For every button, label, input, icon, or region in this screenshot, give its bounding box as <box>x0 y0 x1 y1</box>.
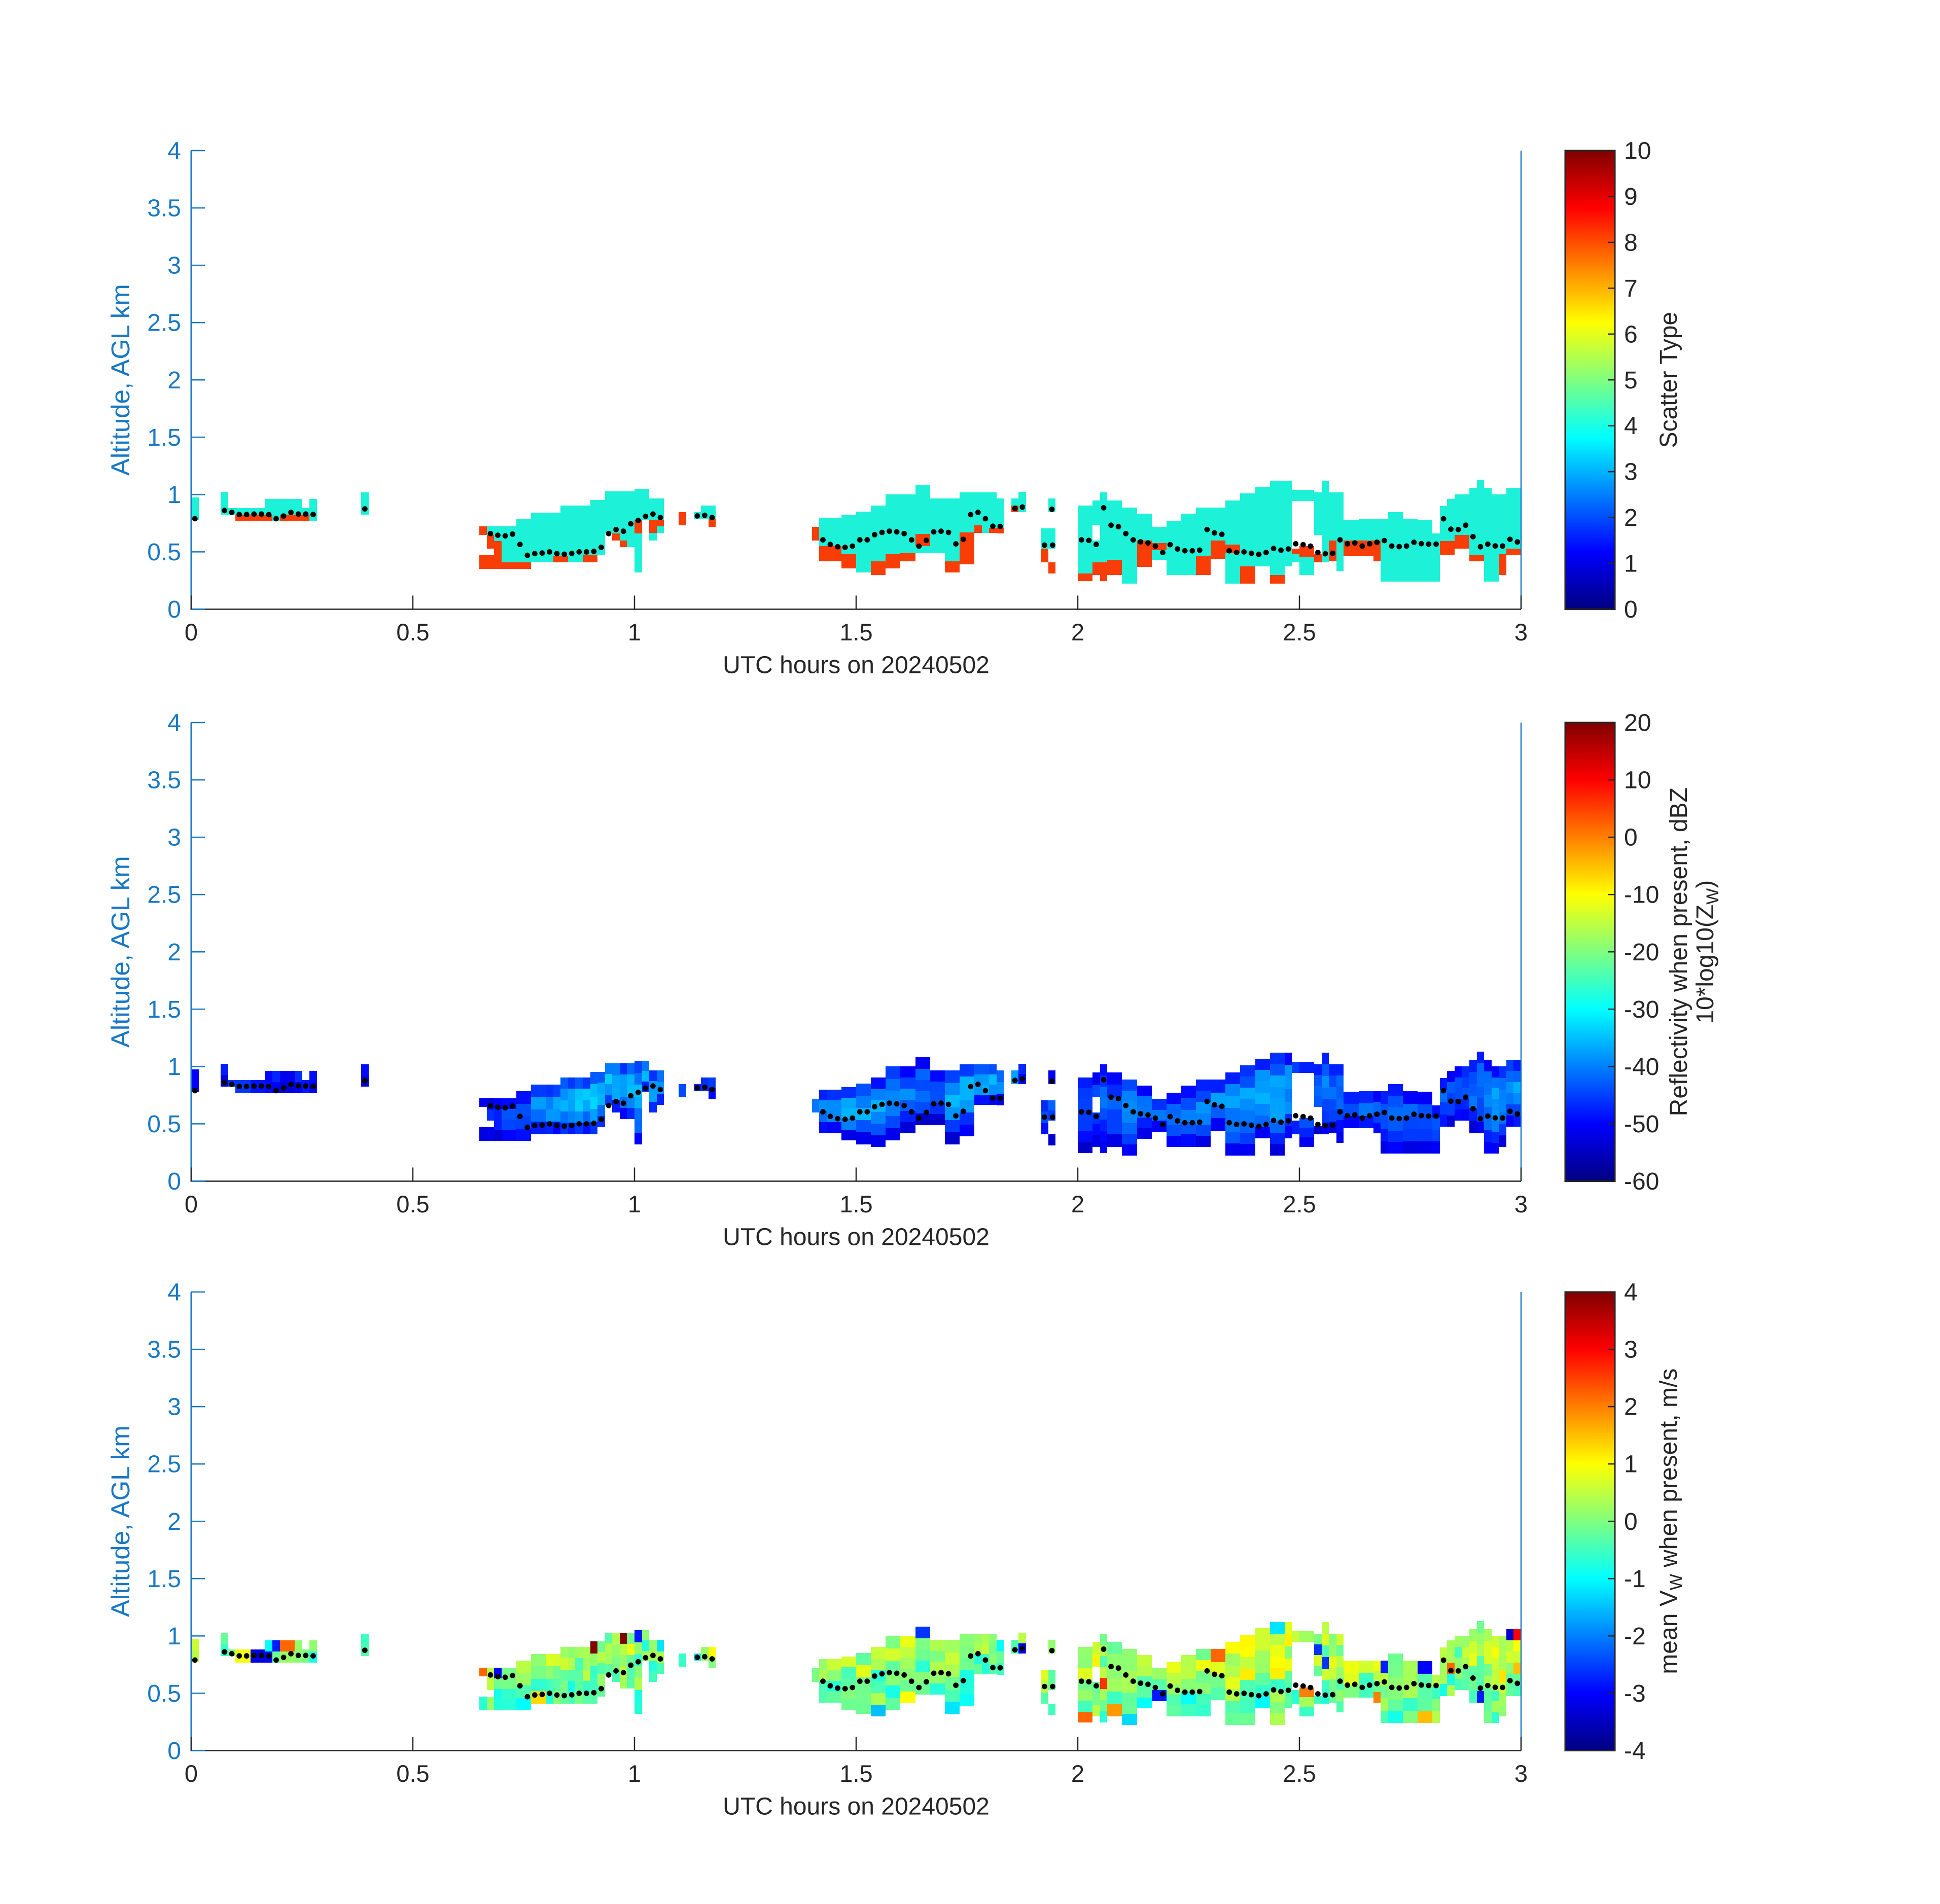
svg-text:1: 1 <box>628 1760 641 1787</box>
svg-text:mean VW when present, m/s: mean VW when present, m/s <box>1655 1369 1686 1674</box>
svg-text:0.5: 0.5 <box>147 539 181 566</box>
svg-text:9: 9 <box>1624 184 1638 210</box>
svg-text:Altitude, AGL km: Altitude, AGL km <box>106 284 135 476</box>
svg-text:3.5: 3.5 <box>147 195 181 222</box>
svg-text:0: 0 <box>185 1760 198 1787</box>
svg-text:1: 1 <box>167 482 181 509</box>
svg-text:0.5: 0.5 <box>396 1191 429 1217</box>
svg-text:10: 10 <box>1624 138 1651 165</box>
svg-text:0: 0 <box>185 619 198 645</box>
svg-text:Altitude, AGL km: Altitude, AGL km <box>106 1425 135 1617</box>
svg-text:2.5: 2.5 <box>147 310 181 337</box>
svg-text:-4: -4 <box>1624 1738 1646 1765</box>
svg-text:2.5: 2.5 <box>147 882 181 909</box>
svg-text:2.5: 2.5 <box>1283 1191 1316 1217</box>
svg-text:3: 3 <box>1514 1191 1528 1217</box>
svg-text:0: 0 <box>1624 824 1638 851</box>
svg-text:4: 4 <box>1624 413 1638 440</box>
svg-text:-50: -50 <box>1624 1111 1659 1138</box>
svg-text:2.5: 2.5 <box>147 1451 181 1478</box>
svg-text:1: 1 <box>628 619 641 645</box>
svg-text:2: 2 <box>1071 1760 1084 1787</box>
svg-text:7: 7 <box>1624 275 1638 302</box>
svg-text:4: 4 <box>1624 1279 1638 1306</box>
svg-text:-10: -10 <box>1624 882 1659 909</box>
svg-text:3: 3 <box>1514 619 1528 645</box>
svg-text:0.5: 0.5 <box>147 1111 181 1138</box>
svg-text:10: 10 <box>1624 767 1651 794</box>
svg-text:2: 2 <box>167 939 181 966</box>
svg-text:4: 4 <box>167 1279 181 1306</box>
svg-text:0.5: 0.5 <box>396 1760 429 1787</box>
svg-text:0: 0 <box>167 596 181 623</box>
svg-text:0.5: 0.5 <box>396 619 429 645</box>
svg-text:-3: -3 <box>1624 1680 1646 1707</box>
svg-text:3: 3 <box>167 824 181 851</box>
svg-text:-60: -60 <box>1624 1168 1659 1195</box>
svg-text:-2: -2 <box>1624 1623 1646 1650</box>
svg-text:-20: -20 <box>1624 939 1659 966</box>
svg-text:0: 0 <box>167 1738 181 1765</box>
svg-text:2: 2 <box>1624 1394 1638 1421</box>
svg-text:Reflectivity when present, dBZ: Reflectivity when present, dBZ <box>1666 787 1692 1116</box>
svg-text:5: 5 <box>1624 367 1638 394</box>
svg-text:3: 3 <box>167 1394 181 1421</box>
svg-text:1.5: 1.5 <box>839 1760 872 1787</box>
svg-text:1: 1 <box>1624 551 1638 578</box>
svg-text:2.5: 2.5 <box>1283 619 1316 645</box>
svg-text:3.5: 3.5 <box>147 1337 181 1363</box>
svg-text:2: 2 <box>167 367 181 394</box>
svg-text:2: 2 <box>1071 619 1084 645</box>
svg-text:3: 3 <box>1624 1337 1638 1363</box>
svg-text:Altitude, AGL km: Altitude, AGL km <box>106 856 135 1048</box>
svg-text:UTC hours on 20240502: UTC hours on 20240502 <box>723 1224 990 1251</box>
svg-text:-1: -1 <box>1624 1566 1646 1593</box>
svg-text:4: 4 <box>167 138 181 165</box>
svg-text:0: 0 <box>167 1168 181 1195</box>
svg-text:2: 2 <box>167 1508 181 1535</box>
svg-text:0.5: 0.5 <box>147 1680 181 1707</box>
svg-text:1: 1 <box>167 1623 181 1650</box>
svg-text:3: 3 <box>1624 459 1638 486</box>
svg-text:0: 0 <box>185 1191 198 1217</box>
svg-text:2.5: 2.5 <box>1283 1760 1316 1787</box>
svg-text:4: 4 <box>167 710 181 737</box>
svg-text:1.5: 1.5 <box>839 1191 872 1217</box>
svg-text:-40: -40 <box>1624 1054 1659 1081</box>
svg-text:1: 1 <box>1624 1451 1638 1478</box>
svg-text:1.5: 1.5 <box>147 996 181 1023</box>
svg-text:UTC hours on 20240502: UTC hours on 20240502 <box>723 652 990 679</box>
svg-text:2: 2 <box>1624 505 1638 531</box>
svg-text:1.5: 1.5 <box>147 424 181 451</box>
svg-text:20: 20 <box>1624 710 1651 737</box>
svg-text:1.5: 1.5 <box>147 1566 181 1593</box>
svg-text:8: 8 <box>1624 229 1638 256</box>
svg-text:2: 2 <box>1071 1191 1084 1217</box>
svg-text:UTC hours on 20240502: UTC hours on 20240502 <box>723 1793 990 1820</box>
svg-text:Scatter Type: Scatter Type <box>1655 312 1682 448</box>
svg-text:3.5: 3.5 <box>147 767 181 794</box>
svg-text:3: 3 <box>167 253 181 279</box>
svg-text:3: 3 <box>1514 1760 1528 1787</box>
svg-text:1: 1 <box>167 1054 181 1081</box>
svg-text:1.5: 1.5 <box>839 619 872 645</box>
svg-text:-30: -30 <box>1624 996 1659 1023</box>
svg-text:6: 6 <box>1624 321 1638 348</box>
svg-text:0: 0 <box>1624 596 1638 623</box>
svg-text:0: 0 <box>1624 1508 1638 1535</box>
svg-text:1: 1 <box>628 1191 641 1217</box>
